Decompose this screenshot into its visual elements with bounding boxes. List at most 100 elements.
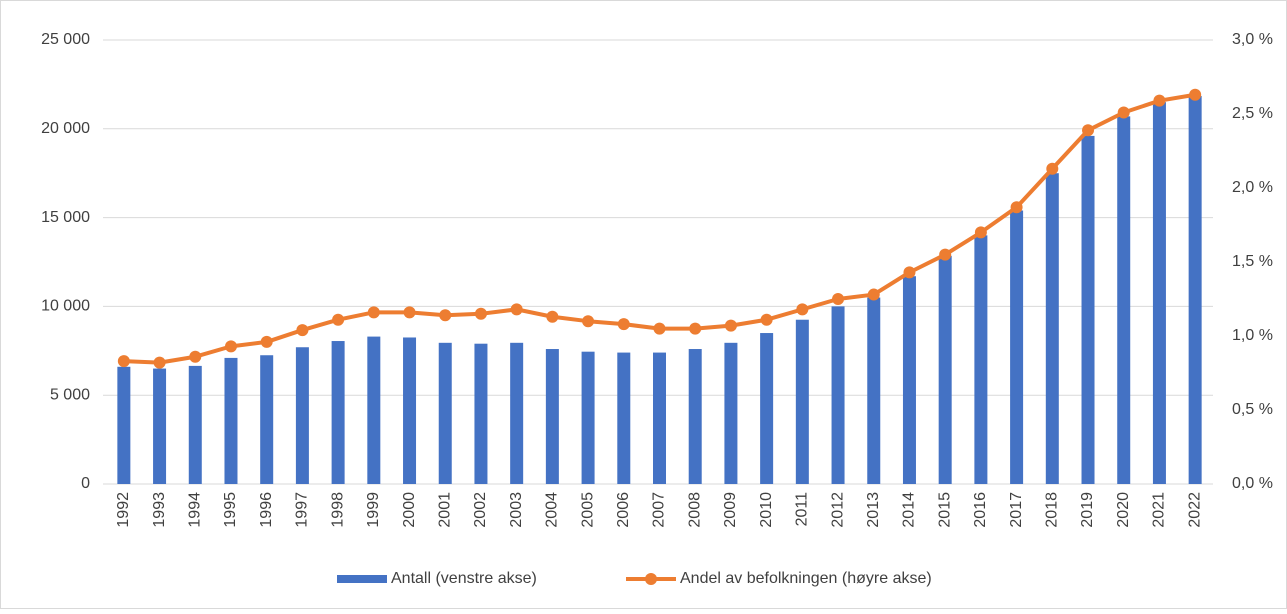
legend-label: Andel av befolkningen (høyre akse) [680,570,932,587]
y2-tick-label: 1,0 % [1232,327,1273,344]
bar [653,352,666,484]
bar [902,276,916,484]
line-marker [939,248,952,261]
line-marker [153,356,166,369]
x-tick-label: 1999 [365,492,382,528]
x-tick-label: 2008 [686,492,703,528]
y-tick-label: 5 000 [50,386,90,403]
line-marker [332,313,345,326]
line-marker [974,226,987,239]
line-marker [439,309,452,322]
x-tick-label: 2022 [1186,492,1203,528]
x-tick-label: 2004 [544,492,561,528]
bar [117,366,131,484]
x-tick-label: 2018 [1044,492,1061,528]
x-tick-label: 2017 [1008,492,1025,528]
line-marker [867,288,880,301]
line-marker [224,340,237,353]
x-tick-label: 1994 [186,492,203,528]
x-tick-label: 1992 [115,492,132,528]
line-marker [582,315,595,328]
x-tick-label: 2020 [1115,492,1132,528]
x-tick-label: 2012 [829,492,846,528]
y-tick-label: 0 [81,475,90,492]
legend-label: Antall (venstre akse) [391,570,537,587]
legend-swatch [337,575,387,583]
x-tick-label: 1997 [294,492,311,528]
bar [403,337,417,484]
bar [831,306,845,484]
x-tick-label: 2005 [579,492,596,528]
bar [867,297,881,484]
bar [795,319,809,484]
line-marker [260,335,273,348]
bar [617,352,631,484]
line-marker [1046,162,1059,175]
line-marker [189,350,202,363]
line-marker [1117,106,1130,119]
y-tick-label: 25 000 [41,31,90,48]
bar [1081,135,1095,485]
bar [367,336,381,484]
line-marker [510,303,523,316]
bar [331,341,345,484]
y2-tick-label: 2,5 % [1232,105,1273,122]
bar [1045,173,1059,484]
bar [188,365,202,484]
line-marker [653,322,666,335]
bar [974,235,988,484]
line-marker [832,293,845,305]
bar [153,368,167,484]
bar [438,342,452,484]
line-marker [760,313,773,326]
line-marker [1189,88,1202,101]
x-tick-label: 2007 [651,492,668,528]
x-tick-label: 2011 [794,492,811,527]
x-tick-label: 2019 [1079,492,1096,528]
y2-tick-label: 1,5 % [1232,253,1273,270]
bar [510,342,524,484]
y2-tick-label: 3,0 % [1232,31,1273,48]
line-marker [724,319,737,332]
line-marker [1153,94,1166,107]
x-tick-label: 2014 [901,492,918,528]
x-tick-label: 1998 [329,492,346,528]
x-tick-label: 2003 [508,492,525,528]
bar [474,343,488,484]
y2-tick-label: 2,0 % [1232,179,1273,196]
y-tick-label: 15 000 [41,209,90,226]
x-tick-label: 2021 [1151,492,1168,528]
line-marker [296,324,309,337]
line-marker [367,306,380,319]
bar [724,342,738,484]
line-marker [474,307,487,320]
bar [938,255,952,484]
x-tick-label: 1996 [258,492,275,528]
x-tick-label: 2000 [401,492,418,528]
line-marker [1010,201,1023,214]
x-tick-label: 2002 [472,492,489,528]
x-tick-label: 2016 [972,492,989,528]
line-marker [403,306,416,319]
bar [688,349,702,484]
x-tick-label: 2010 [758,492,775,528]
y-tick-label: 20 000 [41,120,90,137]
bar [260,355,274,484]
x-tick-label: 2013 [865,492,882,528]
bar [1188,95,1202,484]
line-marker [617,318,630,331]
y-tick-label: 10 000 [41,298,90,315]
line-marker [546,310,559,323]
line-marker [1082,124,1095,137]
legend-swatch [645,573,657,585]
x-tick-label: 2001 [436,492,453,528]
line-marker [903,266,916,279]
x-tick-label: 2015 [936,492,953,528]
bar [295,347,309,484]
x-tick-label: 2006 [615,492,632,528]
bar [1117,116,1131,485]
x-tick-label: 2009 [722,492,739,528]
bar [1010,210,1024,484]
